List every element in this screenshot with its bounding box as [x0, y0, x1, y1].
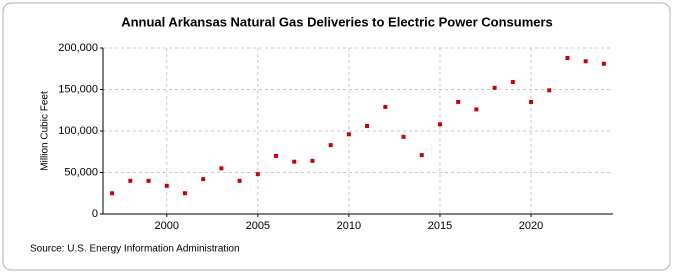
y-axis-label: Million Cubic Feet [40, 91, 51, 171]
x-tick-label: 2005 [246, 220, 270, 232]
chart-title: Annual Arkansas Natural Gas Deliveries t… [121, 14, 553, 29]
frame [2, 2, 671, 271]
y-tick-label: 150,000 [58, 83, 98, 95]
point [346, 132, 351, 137]
point [583, 59, 588, 64]
point [547, 88, 552, 93]
point [565, 55, 570, 60]
point [401, 134, 406, 139]
y-tick-label: 200,000 [58, 42, 98, 54]
point [128, 178, 133, 183]
point [201, 177, 206, 182]
point [601, 61, 606, 66]
x-tick-label: 2015 [428, 220, 452, 232]
point [219, 166, 224, 171]
point [274, 153, 279, 158]
point [310, 158, 315, 163]
point [383, 104, 388, 109]
y-tick-label: 50,000 [64, 166, 98, 178]
point [492, 85, 497, 90]
point [255, 172, 260, 177]
point [146, 178, 151, 183]
point [237, 178, 242, 183]
y-tick-label: 0 [92, 208, 98, 220]
x-tick-label: 2000 [155, 220, 179, 232]
x-tick-label: 2010 [337, 220, 361, 232]
point [164, 183, 169, 188]
point [328, 143, 333, 148]
point [365, 124, 370, 129]
point [182, 191, 187, 196]
point [419, 153, 424, 158]
point [110, 191, 115, 196]
source-note: Source: U.S. Energy Information Administ… [30, 244, 240, 255]
point [437, 122, 442, 127]
point [474, 107, 479, 112]
point [456, 99, 461, 104]
x-tick-label: 2020 [519, 220, 543, 232]
point [529, 99, 534, 104]
point [292, 159, 297, 164]
point [510, 80, 515, 85]
y-tick-label: 100,000 [58, 125, 98, 137]
